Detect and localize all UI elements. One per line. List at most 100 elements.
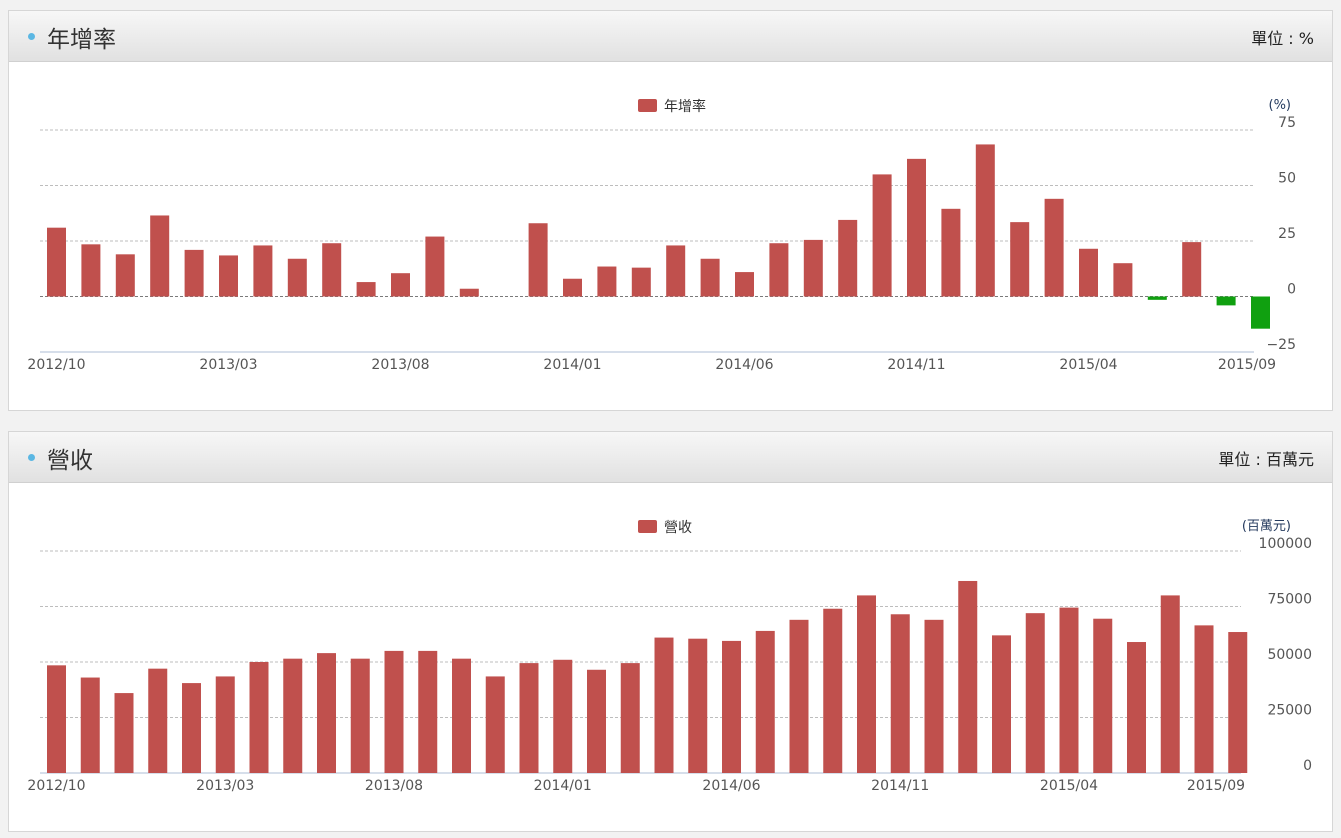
- bar: [356, 282, 376, 297]
- yoy-growth-chart: 年增率 (%) 75 50 25 0 −25 2012/10 2013/03 2013/08 201…: [27, 98, 1296, 373]
- x-tick-label: 2013/03: [199, 357, 257, 373]
- bullet-icon: [28, 454, 35, 461]
- bar: [907, 158, 926, 297]
- bar: [1127, 642, 1146, 773]
- revenue-panel: 營收 單位 : 百萬元 營收 (百萬元) 100000 75000 50000 25000…: [8, 431, 1333, 832]
- bar: [735, 272, 754, 297]
- bar: [47, 665, 66, 773]
- bar: [1251, 296, 1270, 329]
- axis-unit-label: (%): [1269, 98, 1292, 113]
- revenue-chart: 營收 (百萬元) 100000 75000 50000 25000 0 2012/10 2013…: [27, 519, 1312, 794]
- bar: [184, 249, 204, 297]
- bar: [700, 258, 720, 297]
- bar: [769, 243, 789, 297]
- x-tick-label: 2014/06: [702, 778, 760, 794]
- bar: [823, 608, 843, 773]
- x-tick-label: 2014/06: [715, 357, 773, 373]
- bar: [47, 227, 66, 297]
- bar: [1113, 263, 1133, 297]
- bar: [654, 637, 674, 773]
- bar: [115, 254, 135, 297]
- bar: [1059, 607, 1079, 773]
- bar: [1044, 198, 1064, 297]
- legend-swatch: [638, 520, 657, 533]
- bar: [1079, 248, 1098, 297]
- bar: [391, 273, 410, 297]
- bar: [666, 245, 686, 297]
- legend-label: 年增率: [664, 98, 706, 115]
- bar: [1160, 595, 1180, 773]
- bar: [1025, 613, 1045, 773]
- x-tick-label: 2012/10: [27, 357, 85, 373]
- bar: [322, 243, 342, 297]
- yoy-growth-panel: 年增率 單位 : % 年增率 (%) 75 50 25 0 −25 2012/10 2013/0…: [8, 10, 1333, 411]
- y-tick-label: 0: [1303, 758, 1312, 774]
- y-tick-label: 75000: [1267, 592, 1312, 608]
- y-tick-label: 50: [1278, 171, 1296, 187]
- bar: [317, 653, 336, 773]
- y-tick-label: 0: [1287, 282, 1296, 298]
- bar: [857, 595, 876, 773]
- bar: [81, 244, 101, 297]
- bar: [114, 693, 134, 773]
- bar: [182, 683, 201, 773]
- bar: [249, 662, 269, 773]
- panel-title: 營收: [47, 448, 93, 474]
- bar: [253, 245, 273, 297]
- bar: [755, 630, 775, 773]
- bar: [528, 223, 548, 297]
- x-tick-label: 2014/01: [543, 357, 601, 373]
- bar: [587, 669, 606, 773]
- bar: [992, 635, 1011, 773]
- x-tick-label: 2013/03: [196, 778, 254, 794]
- bar: [350, 658, 370, 773]
- y-tick-label: 25: [1278, 226, 1296, 242]
- y-tick-label: 100000: [1259, 536, 1312, 552]
- bar: [485, 676, 505, 773]
- x-tick-label: 2014/01: [534, 778, 592, 794]
- bar: [975, 144, 995, 297]
- x-tick-label: 2013/08: [371, 357, 429, 373]
- bar: [1182, 242, 1202, 297]
- bar: [597, 266, 617, 297]
- bar: [789, 619, 809, 773]
- bar: [452, 658, 471, 773]
- bar: [215, 676, 235, 773]
- y-tick-label: 50000: [1267, 647, 1312, 663]
- bar: [1228, 632, 1248, 773]
- bar: [425, 236, 445, 297]
- bar: [519, 663, 539, 773]
- bar: [838, 219, 858, 297]
- x-tick-label: 2014/11: [871, 778, 929, 794]
- unit-label: 單位 : %: [1251, 29, 1314, 48]
- x-tick-label: 2015/09: [1218, 357, 1276, 373]
- panel-header: 營收 單位 : 百萬元: [9, 432, 1332, 483]
- bar: [148, 668, 168, 773]
- bar: [287, 258, 307, 297]
- x-tick-label: 2015/09: [1187, 778, 1245, 794]
- bar: [688, 638, 708, 773]
- bar: [283, 658, 303, 773]
- bar: [384, 650, 404, 773]
- bar: [958, 580, 978, 773]
- bar: [1147, 296, 1167, 300]
- bar: [1194, 625, 1214, 773]
- bar: [1216, 296, 1236, 306]
- bar: [563, 278, 582, 297]
- legend-swatch: [638, 99, 657, 112]
- bar: [150, 215, 170, 297]
- bar: [80, 677, 100, 773]
- bar: [459, 288, 479, 297]
- bar: [941, 208, 961, 297]
- bar: [722, 640, 741, 773]
- bar: [872, 174, 892, 297]
- panel-header: 年增率 單位 : %: [9, 11, 1332, 62]
- x-tick-label: 2012/10: [27, 778, 85, 794]
- y-tick-label: 25000: [1267, 703, 1312, 719]
- y-tick-label: −25: [1266, 337, 1296, 353]
- x-tick-label: 2013/08: [365, 778, 423, 794]
- bar: [219, 255, 238, 297]
- bar: [924, 619, 944, 773]
- bar: [803, 239, 823, 297]
- axis-unit-label: (百萬元): [1242, 519, 1291, 534]
